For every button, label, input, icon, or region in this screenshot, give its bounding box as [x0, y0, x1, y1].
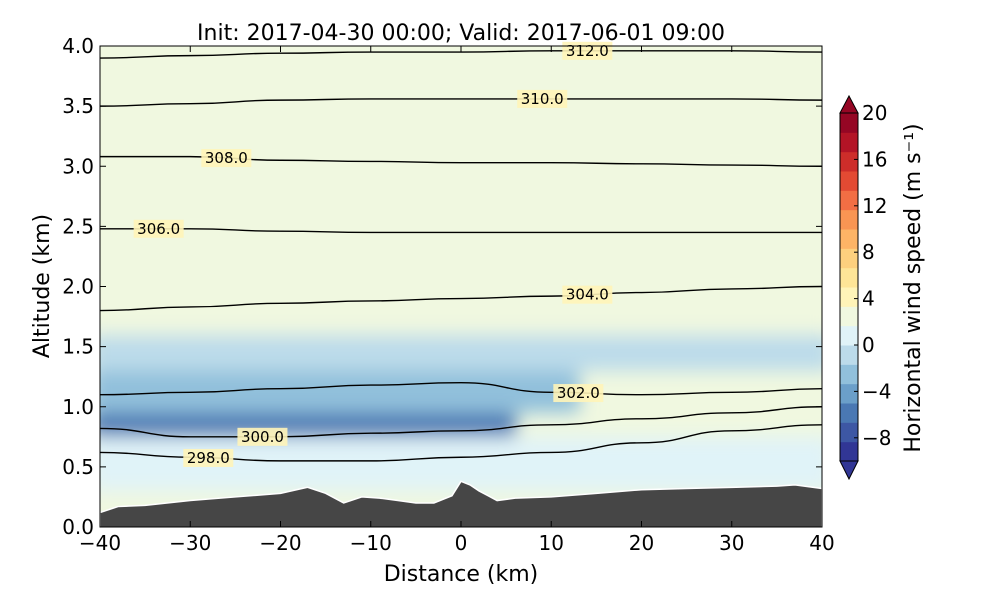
field-regions: [100, 46, 822, 491]
x-tick-label: −10: [350, 531, 392, 555]
colorbar-extend-min: [839, 460, 859, 481]
colorbar-segment: [840, 383, 858, 404]
y-tick-label: 3.0: [62, 154, 94, 178]
colorbar-extend-max: [839, 94, 859, 114]
contour-label-302.0: 302.0: [557, 384, 600, 402]
isentrope-310.0: [100, 98, 822, 107]
isentrope-306.0: [100, 228, 822, 234]
x-tick-label: 40: [809, 531, 834, 555]
chart-title: Init: 2017-04-30 00:00; Valid: 2017-06-0…: [197, 21, 725, 46]
x-tick-label: 30: [719, 531, 744, 555]
colorbar-tick-label: 4: [862, 287, 875, 311]
colorbar: 20 16 12 8 4 0 −4 −8: [839, 94, 891, 481]
contour-label-bg-302.0: [553, 384, 604, 403]
colorbar-segment: [840, 113, 858, 133]
plot-area: [100, 46, 822, 527]
contour-label-bg-304.0: [562, 285, 613, 304]
wind-region-1: [100, 370, 580, 413]
contour-label-bg-306.0: [133, 219, 184, 238]
y-tick-label: 1.5: [62, 335, 94, 359]
x-tick-label: −30: [169, 531, 211, 555]
wind-region-3: [100, 334, 822, 371]
colorbar-segment: [840, 306, 858, 327]
colorbar-segment: [840, 325, 858, 346]
y-tick-label: 0.5: [62, 455, 94, 479]
colorbar-segment: [840, 403, 858, 423]
colorbar-segment: [840, 132, 858, 153]
isentrope-312.0: [100, 50, 822, 59]
colorbar-tick-label: 0: [862, 333, 875, 357]
y-tick-label: 2.5: [62, 214, 94, 238]
y-tick-label: 4.0: [62, 34, 94, 58]
terrain: [100, 480, 822, 527]
y-tick-label: 3.5: [62, 94, 94, 118]
colorbar-segment: [840, 441, 858, 462]
terrain-profile: [100, 480, 822, 527]
colorbar-segment: [840, 190, 858, 211]
colorbar-segment: [840, 364, 858, 385]
contour-label-bg-300.0: [237, 427, 288, 446]
x-tick-label: −20: [259, 531, 301, 555]
colorbar-tick-label: −8: [862, 426, 891, 450]
colorbar-segment: [840, 248, 858, 269]
y-tick-label: 1.0: [62, 395, 94, 419]
colorbar-tick-label: 16: [862, 147, 887, 171]
wind-speed-field: [100, 46, 822, 527]
y-tick-label: 2.0: [62, 275, 94, 299]
contour-label-312.0: 312.0: [566, 42, 609, 60]
contour-label-bg-298.0: [183, 448, 234, 467]
contour-labels: 298.0 300.0 302.0 304.0 306.0 308.0 310.0 312.0: [133, 41, 613, 467]
colorbar-segment: [840, 151, 858, 172]
contour-label-bg-310.0: [517, 89, 568, 108]
contour-label-306.0: 306.0: [137, 220, 180, 238]
x-tick-label: −40: [79, 531, 121, 555]
y-tick-label: 0.0: [62, 515, 94, 539]
colorbar-label: Horizontal wind speed (m s⁻¹): [901, 123, 926, 452]
contour-label-308.0: 308.0: [205, 149, 248, 167]
isentrope-304.0: [100, 285, 822, 312]
isentrope-302.0: [100, 381, 822, 396]
colorbar-segment: [840, 171, 858, 191]
colorbar-segment: [840, 287, 858, 307]
x-tick-label: 0: [455, 531, 468, 555]
colorbar-segment: [840, 267, 858, 288]
colorbar-segment: [840, 422, 858, 443]
colorbar-segment: [840, 229, 858, 249]
colorbar-frame: [839, 112, 859, 462]
colorbar-tick-label: 8: [862, 240, 875, 264]
x-axis-label: Distance (km): [384, 562, 539, 587]
x-tick-label: 20: [629, 531, 654, 555]
isentrope-300.0: [100, 406, 822, 438]
colorbar-tick-label: 20: [862, 101, 887, 125]
contour-label-298.0: 298.0: [187, 449, 230, 467]
contour-label-310.0: 310.0: [521, 90, 564, 108]
x-axis: −40 −30 −20 −10 0 10 20 30 40: [79, 46, 835, 555]
wind-region-4: [100, 46, 822, 335]
contour-label-bg-308.0: [201, 149, 252, 168]
colorbar-tick-label: −4: [862, 379, 891, 403]
y-axis-label: Altitude (km): [30, 214, 55, 358]
x-tick-label: 10: [539, 531, 564, 555]
colorbar-segment: [840, 345, 858, 365]
colorbar-segment: [840, 209, 858, 230]
contour-label-300.0: 300.0: [241, 428, 284, 446]
colorbar-tick-label: 12: [862, 194, 887, 218]
y-axis: 0.0 0.5 1.0 1.5 2.0 2.5 3.0 3.5 4.0: [62, 34, 822, 539]
contour-label-304.0: 304.0: [566, 286, 609, 304]
